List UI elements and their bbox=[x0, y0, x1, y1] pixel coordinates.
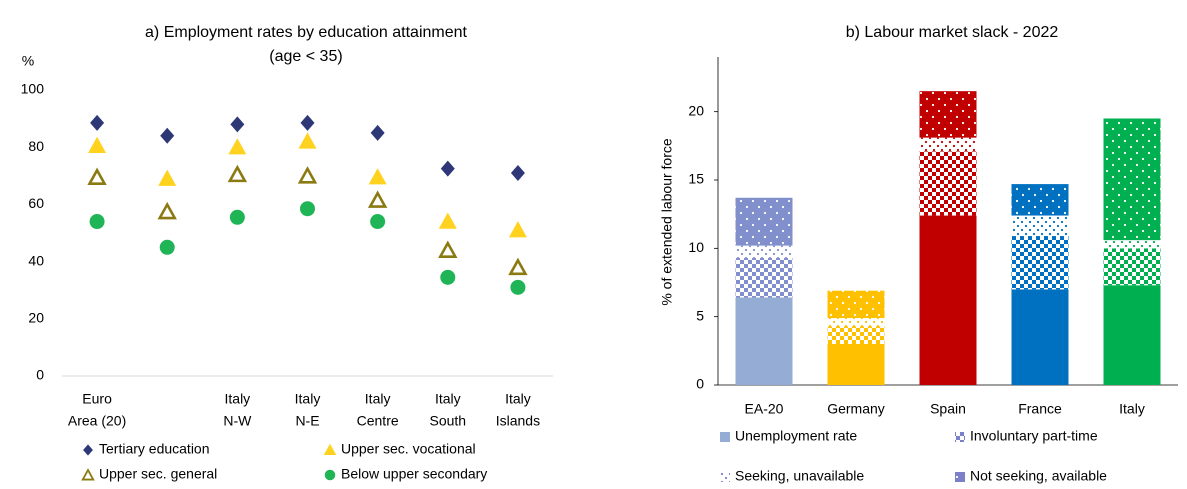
data-point bbox=[368, 168, 387, 185]
y-tick-label: 60 bbox=[28, 195, 44, 211]
legend-label: Tertiary education bbox=[99, 441, 210, 457]
data-point bbox=[88, 136, 107, 153]
data-point bbox=[87, 167, 107, 186]
x-tick-label: Italy bbox=[295, 391, 321, 407]
bar-segment bbox=[827, 290, 885, 319]
x-tick-label: Euro bbox=[82, 391, 112, 407]
data-point bbox=[370, 214, 386, 230]
bar-segment bbox=[919, 151, 977, 216]
data-point bbox=[300, 114, 315, 131]
bar-segment bbox=[919, 215, 977, 385]
data-point bbox=[227, 164, 248, 183]
bar-segment bbox=[1011, 236, 1069, 290]
legend-label: Involuntary part-time bbox=[970, 428, 1098, 444]
y-tick-label: 100 bbox=[21, 81, 45, 97]
bar-segment bbox=[827, 318, 885, 327]
legend-label: Unemployment rate bbox=[735, 428, 857, 444]
chart-subtitle: (age < 35) bbox=[269, 48, 342, 65]
legend-marker bbox=[323, 443, 337, 456]
data-point bbox=[508, 257, 528, 276]
data-point bbox=[298, 132, 317, 149]
bar-segment bbox=[919, 137, 977, 152]
y-axis-label: % of extended labour force bbox=[659, 138, 675, 306]
bar-segment bbox=[735, 297, 793, 385]
data-point bbox=[438, 212, 457, 229]
y-tick-label: 20 bbox=[28, 310, 44, 326]
data-point bbox=[440, 269, 456, 285]
bar-segment bbox=[919, 91, 977, 138]
legend-label: Below upper secondary bbox=[341, 466, 487, 482]
x-tick-label: Germany bbox=[827, 401, 885, 417]
chart-title: b) Labour market slack - 2022 bbox=[846, 24, 1059, 41]
data-point bbox=[370, 124, 385, 141]
legend-label: Not seeking, available bbox=[970, 468, 1107, 484]
x-tick-label: Italy bbox=[1119, 401, 1145, 417]
data-point bbox=[229, 209, 245, 225]
bar-segment bbox=[735, 245, 793, 258]
y-tick-label: 20 bbox=[688, 102, 704, 118]
data-point bbox=[157, 201, 177, 220]
legend-swatch bbox=[720, 472, 730, 482]
x-tick-label: Italy bbox=[505, 391, 531, 407]
y-tick-label: 0 bbox=[696, 376, 704, 392]
data-point bbox=[90, 114, 105, 131]
y-tick-label: 5 bbox=[696, 307, 704, 323]
x-tick-label: Area (20) bbox=[68, 413, 126, 429]
legend-swatch bbox=[720, 432, 730, 442]
y-axis-label: % bbox=[22, 53, 34, 69]
data-point bbox=[160, 127, 175, 144]
bar-segment bbox=[1103, 118, 1161, 241]
chart-title: a) Employment rates by education attainm… bbox=[145, 24, 468, 41]
y-tick-label: 0 bbox=[36, 367, 44, 383]
x-tick-label: Italy bbox=[435, 391, 461, 407]
legend-swatch bbox=[955, 472, 965, 482]
data-point bbox=[297, 166, 318, 184]
bar-segment bbox=[1011, 184, 1069, 216]
data-point bbox=[158, 169, 177, 186]
x-tick-label: Spain bbox=[930, 401, 966, 417]
data-point bbox=[440, 160, 455, 177]
x-tick-label: N-E bbox=[295, 413, 319, 429]
x-tick-label: Italy bbox=[365, 391, 391, 407]
legend-label: Upper sec. vocational bbox=[341, 441, 476, 457]
y-tick-label: 10 bbox=[688, 239, 704, 255]
bar-segment bbox=[1103, 285, 1161, 385]
legend-marker bbox=[81, 468, 95, 481]
x-tick-label: EA-20 bbox=[745, 401, 784, 417]
x-tick-label: South bbox=[429, 413, 466, 429]
legend-swatch bbox=[955, 432, 965, 442]
x-tick-label: N-W bbox=[223, 413, 252, 429]
legend-label: Seeking, unavailable bbox=[735, 468, 864, 484]
legend-label: Upper sec. general bbox=[99, 466, 217, 482]
x-tick-label: Italy bbox=[225, 391, 251, 407]
x-tick-label: Islands bbox=[496, 413, 540, 429]
data-point bbox=[159, 239, 175, 255]
x-tick-label: Centre bbox=[357, 413, 399, 429]
bar-segment bbox=[1011, 289, 1069, 385]
bar-segment bbox=[1103, 248, 1161, 286]
data-point bbox=[367, 190, 388, 208]
data-point bbox=[228, 138, 247, 155]
data-point bbox=[438, 240, 458, 258]
data-point bbox=[508, 221, 527, 238]
legend-marker bbox=[324, 469, 336, 481]
data-point bbox=[510, 279, 526, 295]
legend-marker bbox=[83, 444, 93, 456]
data-point bbox=[510, 164, 525, 181]
data-point bbox=[89, 214, 105, 230]
bar-segment bbox=[735, 197, 793, 246]
bar-segment bbox=[827, 326, 885, 344]
bar-segment bbox=[735, 257, 793, 298]
data-point bbox=[300, 201, 315, 217]
y-tick-label: 80 bbox=[28, 138, 44, 154]
data-point bbox=[230, 116, 245, 133]
x-tick-label: France bbox=[1018, 401, 1062, 417]
bar-segment bbox=[827, 344, 885, 385]
y-tick-label: 40 bbox=[28, 252, 44, 268]
bar-segment bbox=[1103, 240, 1161, 249]
bar-segment bbox=[1011, 215, 1069, 237]
y-tick-label: 15 bbox=[688, 171, 704, 187]
